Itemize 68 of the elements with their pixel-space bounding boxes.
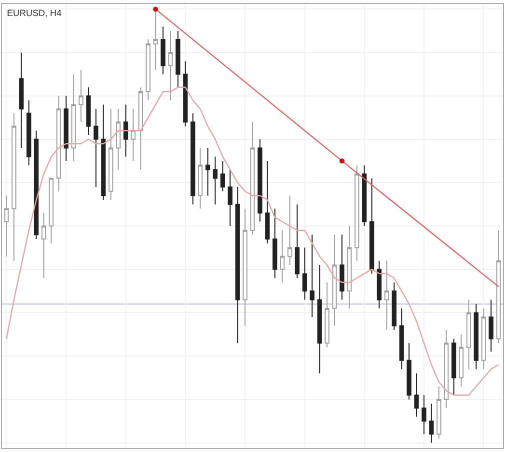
- candlestick: [496, 230, 501, 344]
- candlestick: [258, 138, 262, 222]
- candlestick: [406, 342, 412, 400]
- candlestick: [347, 226, 352, 309]
- candlestick: [108, 108, 114, 200]
- candlestick: [340, 234, 344, 300]
- candlestick: [94, 108, 98, 188]
- candlestick: [265, 160, 270, 244]
- candlestick: [444, 330, 449, 409]
- candlestick: [71, 74, 76, 162]
- candlestick: [280, 230, 285, 283]
- candlestick: [384, 260, 390, 331]
- candlestick: [250, 121, 255, 236]
- candlestick: [436, 386, 442, 439]
- candlestick: [4, 195, 9, 257]
- candlestick: [123, 104, 128, 158]
- candlestick: [176, 30, 180, 88]
- candlestick: [369, 178, 374, 274]
- candlestick: [146, 39, 150, 101]
- candlestick: [474, 304, 478, 370]
- candlestick: [19, 52, 24, 148]
- candlestick: [317, 264, 322, 374]
- candlestick: [26, 100, 32, 166]
- candlestick: [429, 403, 434, 444]
- candlestick: [294, 204, 300, 279]
- candlestick: [168, 30, 173, 101]
- candlestick: [41, 212, 46, 279]
- candlestick: [48, 178, 54, 244]
- candlestick: [64, 95, 68, 162]
- candlestick: [488, 299, 494, 352]
- candlestick: [190, 112, 196, 205]
- candlestick: [130, 108, 136, 162]
- candlestick: [205, 147, 210, 196]
- candlestick: [34, 130, 39, 240]
- candlestick: [287, 195, 292, 266]
- candlestick: [376, 260, 382, 309]
- candlestick: [183, 60, 188, 127]
- candlestick: [212, 156, 218, 205]
- candlestick: [481, 308, 486, 370]
- candlestick: [101, 104, 106, 200]
- candlestick: [86, 86, 91, 136]
- candlestick: [228, 169, 232, 226]
- chart-title: EURUSD, H4: [7, 8, 62, 18]
- candlestick: [220, 160, 226, 192]
- candlestick: [198, 147, 203, 210]
- candlestick: [242, 208, 248, 326]
- candlestick: [362, 164, 367, 226]
- candlestick: [235, 186, 240, 344]
- candlestick: [354, 164, 360, 262]
- candlestick: [153, 8, 158, 70]
- candlestick: [458, 334, 464, 387]
- candlestick: [392, 282, 396, 331]
- candlestick: [399, 308, 404, 370]
- candlestick: [332, 234, 337, 326]
- candlestick: [56, 95, 61, 192]
- candlestick: [466, 299, 472, 370]
- candlestick: [414, 372, 419, 418]
- candlestick: [160, 26, 166, 75]
- candlestick: [310, 234, 314, 318]
- candlestick: [451, 338, 456, 396]
- candlestick: [12, 112, 16, 262]
- candlestick: [78, 69, 84, 122]
- candlestick: [272, 208, 278, 279]
- candlestick: [422, 394, 426, 435]
- candlestick: [324, 282, 330, 348]
- candlestick: [138, 86, 143, 170]
- candlestick: [302, 247, 308, 300]
- candlestick: [116, 108, 121, 170]
